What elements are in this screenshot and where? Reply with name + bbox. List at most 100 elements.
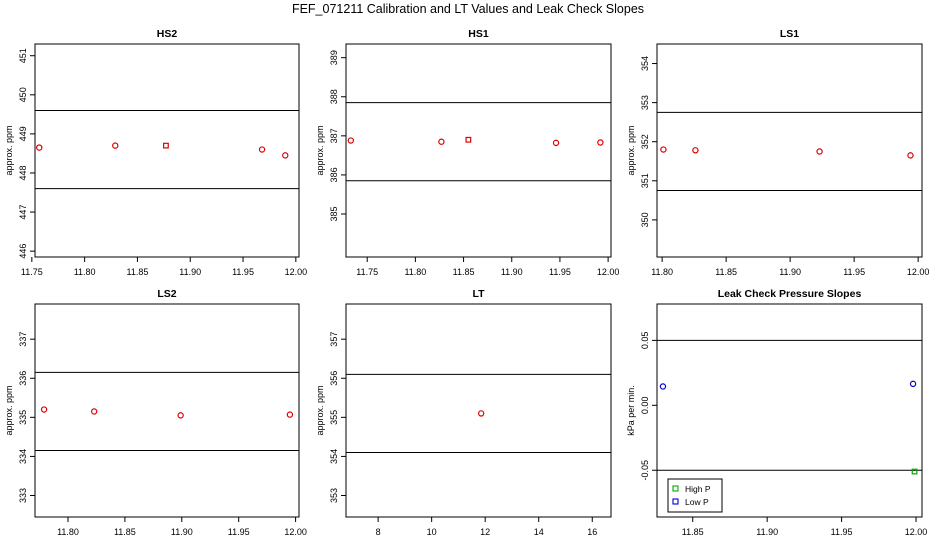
data-point xyxy=(36,144,43,151)
y-tick-label: -0.05 xyxy=(640,460,650,481)
y-axis-label: approx. ppm xyxy=(315,125,325,175)
x-tick-label: 11.85 xyxy=(682,527,704,537)
panel-3: LS1 approx. ppm 11.80 11.85 11.90 11.95 12.00 3… xyxy=(626,28,929,277)
x-tick-label: 8 xyxy=(376,527,381,537)
legend-box xyxy=(667,478,723,513)
panel-title: LT xyxy=(472,288,485,300)
y-tick-label: 355 xyxy=(329,410,339,425)
x-tick-label: 11.95 xyxy=(843,267,865,277)
data-point xyxy=(438,138,445,145)
y-tick-label: 448 xyxy=(18,165,28,180)
plot-frame xyxy=(656,43,923,258)
legend-label: Low P xyxy=(685,497,709,507)
y-tick-label: 447 xyxy=(18,205,28,220)
data-point xyxy=(909,380,917,388)
y-tick-label: 451 xyxy=(18,48,28,63)
data-point xyxy=(660,146,667,153)
panel-6: Leak Check Pressure Slopes kPa per min. 11… xyxy=(626,288,927,537)
y-tick-label: 388 xyxy=(329,89,339,104)
y-tick-label: 449 xyxy=(18,126,28,141)
legend-marker xyxy=(672,485,679,492)
x-tick-label: 11.95 xyxy=(228,527,250,537)
y-tick-label: 350 xyxy=(640,212,650,227)
x-tick-label: 11.80 xyxy=(404,267,426,277)
y-tick-label: 450 xyxy=(18,87,28,102)
x-tick-label: 12.00 xyxy=(905,527,928,537)
x-tick-label: 11.95 xyxy=(549,267,571,277)
x-tick-label: 16 xyxy=(587,527,597,537)
y-tick-label: 0.05 xyxy=(640,332,650,350)
y-tick-label: 353 xyxy=(329,488,339,503)
y-tick-label: 353 xyxy=(640,95,650,110)
x-tick-label: 11.95 xyxy=(831,527,853,537)
x-tick-label: 11.85 xyxy=(114,527,136,537)
y-tick-label: 446 xyxy=(18,244,28,259)
panel-4: LS2 approx. ppm 11.80 11.85 11.90 11.95 12.00 3… xyxy=(4,288,307,537)
y-tick-label: 357 xyxy=(329,332,339,347)
legend-marker xyxy=(672,498,679,505)
x-tick-label: 11.90 xyxy=(501,267,523,277)
panel-2: HS1 approx. ppm 11.75 11.80 11.85 11.90 11.95 1… xyxy=(315,28,619,277)
x-tick-label: 11.75 xyxy=(21,267,43,277)
y-tick-label: 333 xyxy=(18,488,28,503)
panel-5: LT approx. ppm 8 10 12 14 16 353 354 355 356 357 xyxy=(315,288,612,537)
y-tick-label: 356 xyxy=(329,371,339,386)
plot-frame xyxy=(34,43,300,258)
panel-title: HS2 xyxy=(157,28,178,40)
data-point xyxy=(90,408,98,415)
y-tick-label: 354 xyxy=(640,56,650,71)
x-tick-label: 10 xyxy=(427,527,437,537)
x-tick-label: 11.80 xyxy=(57,527,79,537)
x-tick-label: 11.80 xyxy=(651,267,673,277)
data-point xyxy=(282,152,289,159)
y-tick-label: 337 xyxy=(18,332,28,347)
panel-1: HS2 approx. ppm 11.75 11.80 11.85 11.90 11.95 1… xyxy=(4,28,307,277)
data-point xyxy=(286,411,294,418)
y-tick-label: 385 xyxy=(329,206,339,221)
y-tick-label: 386 xyxy=(329,167,339,182)
x-tick-label: 12.00 xyxy=(597,267,620,277)
data-point xyxy=(112,142,119,149)
data-point xyxy=(597,139,604,146)
panel-title: HS1 xyxy=(468,28,489,40)
y-tick-label: 352 xyxy=(640,134,650,149)
x-tick-label: 12 xyxy=(480,527,490,537)
plot-frame xyxy=(656,303,923,518)
data-point xyxy=(163,142,169,149)
y-axis-label: approx. ppm xyxy=(4,385,14,435)
y-axis-label: approx. ppm xyxy=(626,125,636,175)
y-tick-label: 334 xyxy=(18,449,28,464)
plot-frame xyxy=(345,303,612,518)
y-axis-label: approx. ppm xyxy=(4,125,14,175)
data-point xyxy=(477,410,485,417)
x-tick-label: 11.90 xyxy=(171,527,193,537)
y-tick-label: 351 xyxy=(640,173,650,188)
data-point xyxy=(659,383,667,390)
x-tick-label: 11.90 xyxy=(756,527,778,537)
y-axis-label: approx. ppm xyxy=(315,385,325,435)
data-point xyxy=(816,148,823,155)
x-tick-label: 11.85 xyxy=(453,267,475,277)
data-point xyxy=(258,146,266,153)
figure-title: FEF_071211 Calibration and LT Values and… xyxy=(292,2,644,16)
y-tick-label: 335 xyxy=(18,410,28,425)
plot-frame xyxy=(34,303,300,518)
data-point xyxy=(911,468,918,475)
data-point xyxy=(552,139,560,147)
x-tick-label: 11.85 xyxy=(715,267,737,277)
panel-title: LS1 xyxy=(780,28,799,40)
y-axis-label: kPa per min. xyxy=(626,385,636,436)
data-point xyxy=(177,412,184,419)
y-tick-label: 0.00 xyxy=(640,397,650,415)
legend-label: High P xyxy=(685,484,711,494)
data-point xyxy=(692,147,699,154)
x-tick-label: 11.85 xyxy=(127,267,149,277)
x-tick-label: 12.00 xyxy=(284,527,307,537)
x-tick-label: 12.00 xyxy=(907,267,930,277)
data-point xyxy=(40,406,48,413)
plot-frame xyxy=(345,43,612,258)
x-tick-label: 14 xyxy=(534,527,544,537)
panel-title: Leak Check Pressure Slopes xyxy=(718,288,862,300)
y-tick-label: 387 xyxy=(329,128,339,143)
